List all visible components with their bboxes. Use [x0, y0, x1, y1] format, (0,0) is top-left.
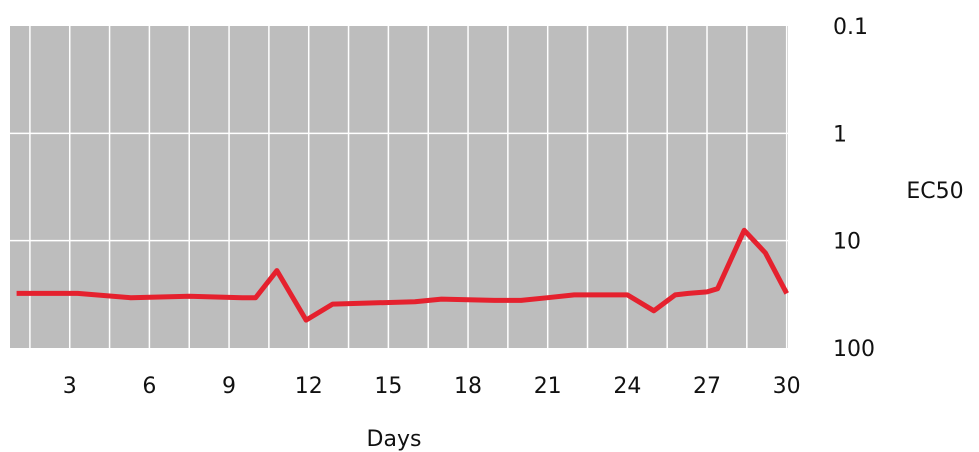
x-tick-label: 15: [374, 374, 402, 399]
y-tick-label: 10: [833, 230, 861, 255]
x-tick-label: 3: [63, 374, 77, 399]
y-tick-label: 100: [833, 337, 875, 362]
grid-lines: [10, 26, 788, 348]
x-axis-label: Days: [367, 427, 422, 452]
x-tick-label: 18: [454, 374, 482, 399]
y-tick-label: 0.1: [833, 15, 868, 40]
y-tick-label: 1: [833, 122, 847, 147]
x-tick-label: 21: [534, 374, 562, 399]
x-tick-label: 6: [142, 374, 156, 399]
x-tick-label: 12: [295, 374, 323, 399]
x-axis-ticks: 3 6 9 12 15 18 21 24 27 30: [63, 374, 801, 399]
series-line: [16, 227, 789, 323]
series-layer: [16, 227, 789, 323]
x-tick-label: 24: [613, 374, 641, 399]
x-tick-label: 27: [693, 374, 721, 399]
y-axis-label: EC50: [906, 179, 963, 204]
y-axis-ticks: 0.1 1 10 100: [833, 15, 875, 362]
x-tick-label: 30: [773, 374, 801, 399]
plot-area: [10, 26, 788, 348]
x-tick-label: 9: [222, 374, 236, 399]
